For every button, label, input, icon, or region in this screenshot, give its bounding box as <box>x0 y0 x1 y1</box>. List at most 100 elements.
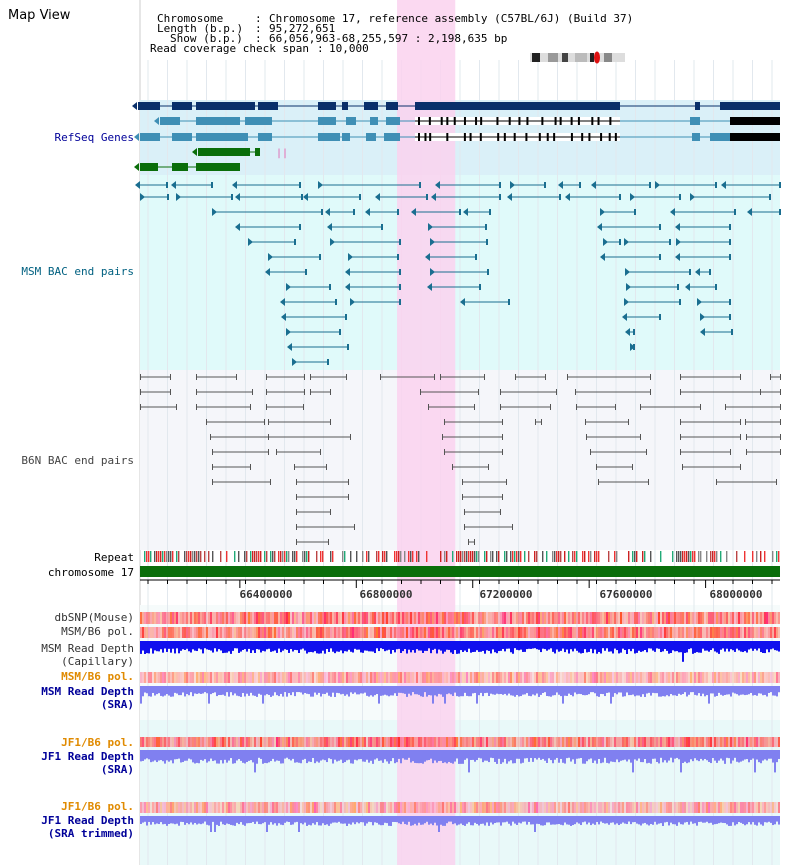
depth-bar <box>510 686 512 696</box>
polymorphism-mark <box>322 802 324 813</box>
depth-bar <box>190 686 192 693</box>
track-label-refseq[interactable]: RefSeq Genes <box>54 131 134 144</box>
depth-bar <box>148 686 150 697</box>
bac-end <box>659 314 661 320</box>
polymorphism-mark <box>644 627 646 638</box>
depth-bar <box>478 641 480 652</box>
polymorphism-mark <box>730 612 732 624</box>
polymorphism-mark <box>710 802 712 813</box>
polymorphism-mark <box>742 737 744 747</box>
gene-exon <box>196 163 240 171</box>
depth-bar <box>508 641 510 649</box>
polymorphism-mark <box>560 802 562 813</box>
polymorphism-mark <box>368 802 370 813</box>
depth-bar <box>774 816 776 825</box>
polymorphism-mark <box>500 672 502 683</box>
polymorphism-mark <box>604 612 606 624</box>
polymorphism-mark <box>392 612 394 624</box>
polymorphism-mark <box>362 627 364 638</box>
colon: : <box>255 32 262 45</box>
repeat-mark <box>382 551 384 562</box>
polymorphism-mark <box>686 612 688 624</box>
polymorphism-mark <box>398 612 400 624</box>
track-label-msm-bac[interactable]: MSM BAC end pairs <box>21 265 134 278</box>
depth-bar <box>754 686 756 696</box>
depth-bar <box>334 816 336 823</box>
polymorphism-mark <box>692 627 694 638</box>
depth-bar <box>564 641 566 653</box>
depth-bar <box>386 816 388 824</box>
depth-bar <box>374 750 376 760</box>
polymorphism-mark <box>154 627 156 638</box>
polymorphism-mark <box>198 737 200 747</box>
repeat-mark <box>188 551 190 562</box>
polymorphism-mark <box>360 672 362 683</box>
repeat-mark <box>772 551 774 562</box>
polymorphism-mark <box>732 612 734 624</box>
bac-end <box>679 299 681 305</box>
polymorphism-mark <box>308 802 310 813</box>
depth-bar <box>230 686 232 693</box>
polymorphism-mark <box>404 672 406 683</box>
polymorphism-mark <box>760 737 762 747</box>
polymorphism-mark <box>394 672 396 683</box>
polymorphism-mark <box>546 612 548 624</box>
depth-bar <box>398 750 400 759</box>
polymorphism-mark <box>358 802 360 813</box>
polymorphism-mark <box>768 802 770 813</box>
polymorphism-mark <box>228 627 230 638</box>
polymorphism-mark <box>246 672 248 683</box>
polymorphism-mark <box>360 627 362 638</box>
depth-bar <box>172 816 174 824</box>
polymorphism-mark <box>712 627 714 638</box>
polymorphism-mark <box>158 612 160 624</box>
depth-bar <box>240 750 242 761</box>
polymorphism-mark <box>386 737 388 747</box>
depth-bar <box>436 641 438 654</box>
depth-bar <box>638 641 640 651</box>
depth-bar <box>550 641 552 649</box>
gene-exon <box>386 117 400 125</box>
depth-bar <box>756 641 758 651</box>
polymorphism-mark <box>562 627 564 638</box>
depth-bar <box>244 641 246 650</box>
polymorphism-mark <box>478 672 480 683</box>
polymorphism-mark <box>370 612 372 624</box>
depth-bar <box>206 750 208 763</box>
depth-bar <box>624 686 626 697</box>
depth-bar <box>202 641 204 654</box>
depth-bar <box>356 750 358 761</box>
depth-bar <box>370 641 372 652</box>
polymorphism-mark <box>490 672 492 683</box>
chromosome-key: Chromosome <box>157 12 224 25</box>
polymorphism-mark <box>738 802 740 813</box>
repeat-mark <box>440 551 442 562</box>
polymorphism-mark <box>540 737 542 747</box>
polymorphism-mark <box>702 612 704 624</box>
polymorphism-mark <box>656 737 658 747</box>
bac-end <box>212 464 213 470</box>
polymorphism-mark <box>342 802 344 813</box>
bac-end <box>268 434 269 440</box>
polymorphism-mark <box>318 737 320 747</box>
repeat-mark <box>720 551 722 562</box>
depth-bar <box>588 816 590 823</box>
polymorphism-mark <box>444 612 446 624</box>
depth-bar <box>518 686 520 697</box>
depth-bar <box>262 816 264 824</box>
bac-end <box>428 223 433 231</box>
bac-end <box>399 284 401 290</box>
polymorphism-mark <box>376 612 378 624</box>
polymorphism-mark <box>650 737 652 747</box>
bac-end <box>468 539 469 545</box>
bac-end <box>463 208 468 216</box>
gene-exon <box>258 133 272 141</box>
bac-end <box>460 298 465 306</box>
polymorphism-mark <box>326 737 328 747</box>
depth-bar <box>180 816 182 822</box>
polymorphism-mark <box>598 627 600 638</box>
track-label-b6n-bac[interactable]: B6N BAC end pairs <box>21 454 134 467</box>
repeat-mark <box>506 551 508 562</box>
polymorphism-mark <box>682 612 684 624</box>
